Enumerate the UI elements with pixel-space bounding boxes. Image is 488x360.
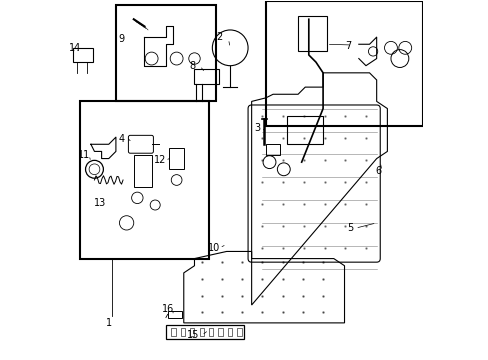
Bar xyxy=(218,328,223,337)
Bar xyxy=(237,328,241,337)
Text: 5: 5 xyxy=(346,223,352,233)
Bar xyxy=(167,311,182,318)
Text: 16: 16 xyxy=(161,303,173,314)
Text: 12: 12 xyxy=(154,156,166,165)
Text: 2: 2 xyxy=(216,32,222,42)
Bar xyxy=(171,328,175,337)
Bar xyxy=(208,328,213,337)
Bar xyxy=(199,328,203,337)
Bar xyxy=(80,102,208,258)
Text: 1: 1 xyxy=(105,318,112,328)
Bar xyxy=(265,1,422,126)
Bar xyxy=(134,155,151,187)
Bar xyxy=(298,16,326,51)
Bar xyxy=(181,328,184,337)
Text: 10: 10 xyxy=(207,243,220,253)
Text: 8: 8 xyxy=(189,61,195,71)
Text: 11: 11 xyxy=(78,150,90,160)
Bar xyxy=(265,144,280,155)
Text: 7: 7 xyxy=(344,41,350,51)
Text: 6: 6 xyxy=(375,166,381,176)
Bar xyxy=(169,148,183,169)
Bar xyxy=(190,328,194,337)
Bar xyxy=(116,5,216,102)
Bar xyxy=(227,328,232,337)
Text: 3: 3 xyxy=(253,123,260,133)
Text: 9: 9 xyxy=(118,34,124,44)
Bar xyxy=(287,116,323,144)
Bar xyxy=(73,48,93,62)
Bar xyxy=(194,69,219,84)
Text: 15: 15 xyxy=(186,330,199,341)
Text: 13: 13 xyxy=(94,198,106,208)
Text: 14: 14 xyxy=(68,43,81,53)
Text: 4: 4 xyxy=(118,134,124,144)
Bar xyxy=(165,325,244,339)
